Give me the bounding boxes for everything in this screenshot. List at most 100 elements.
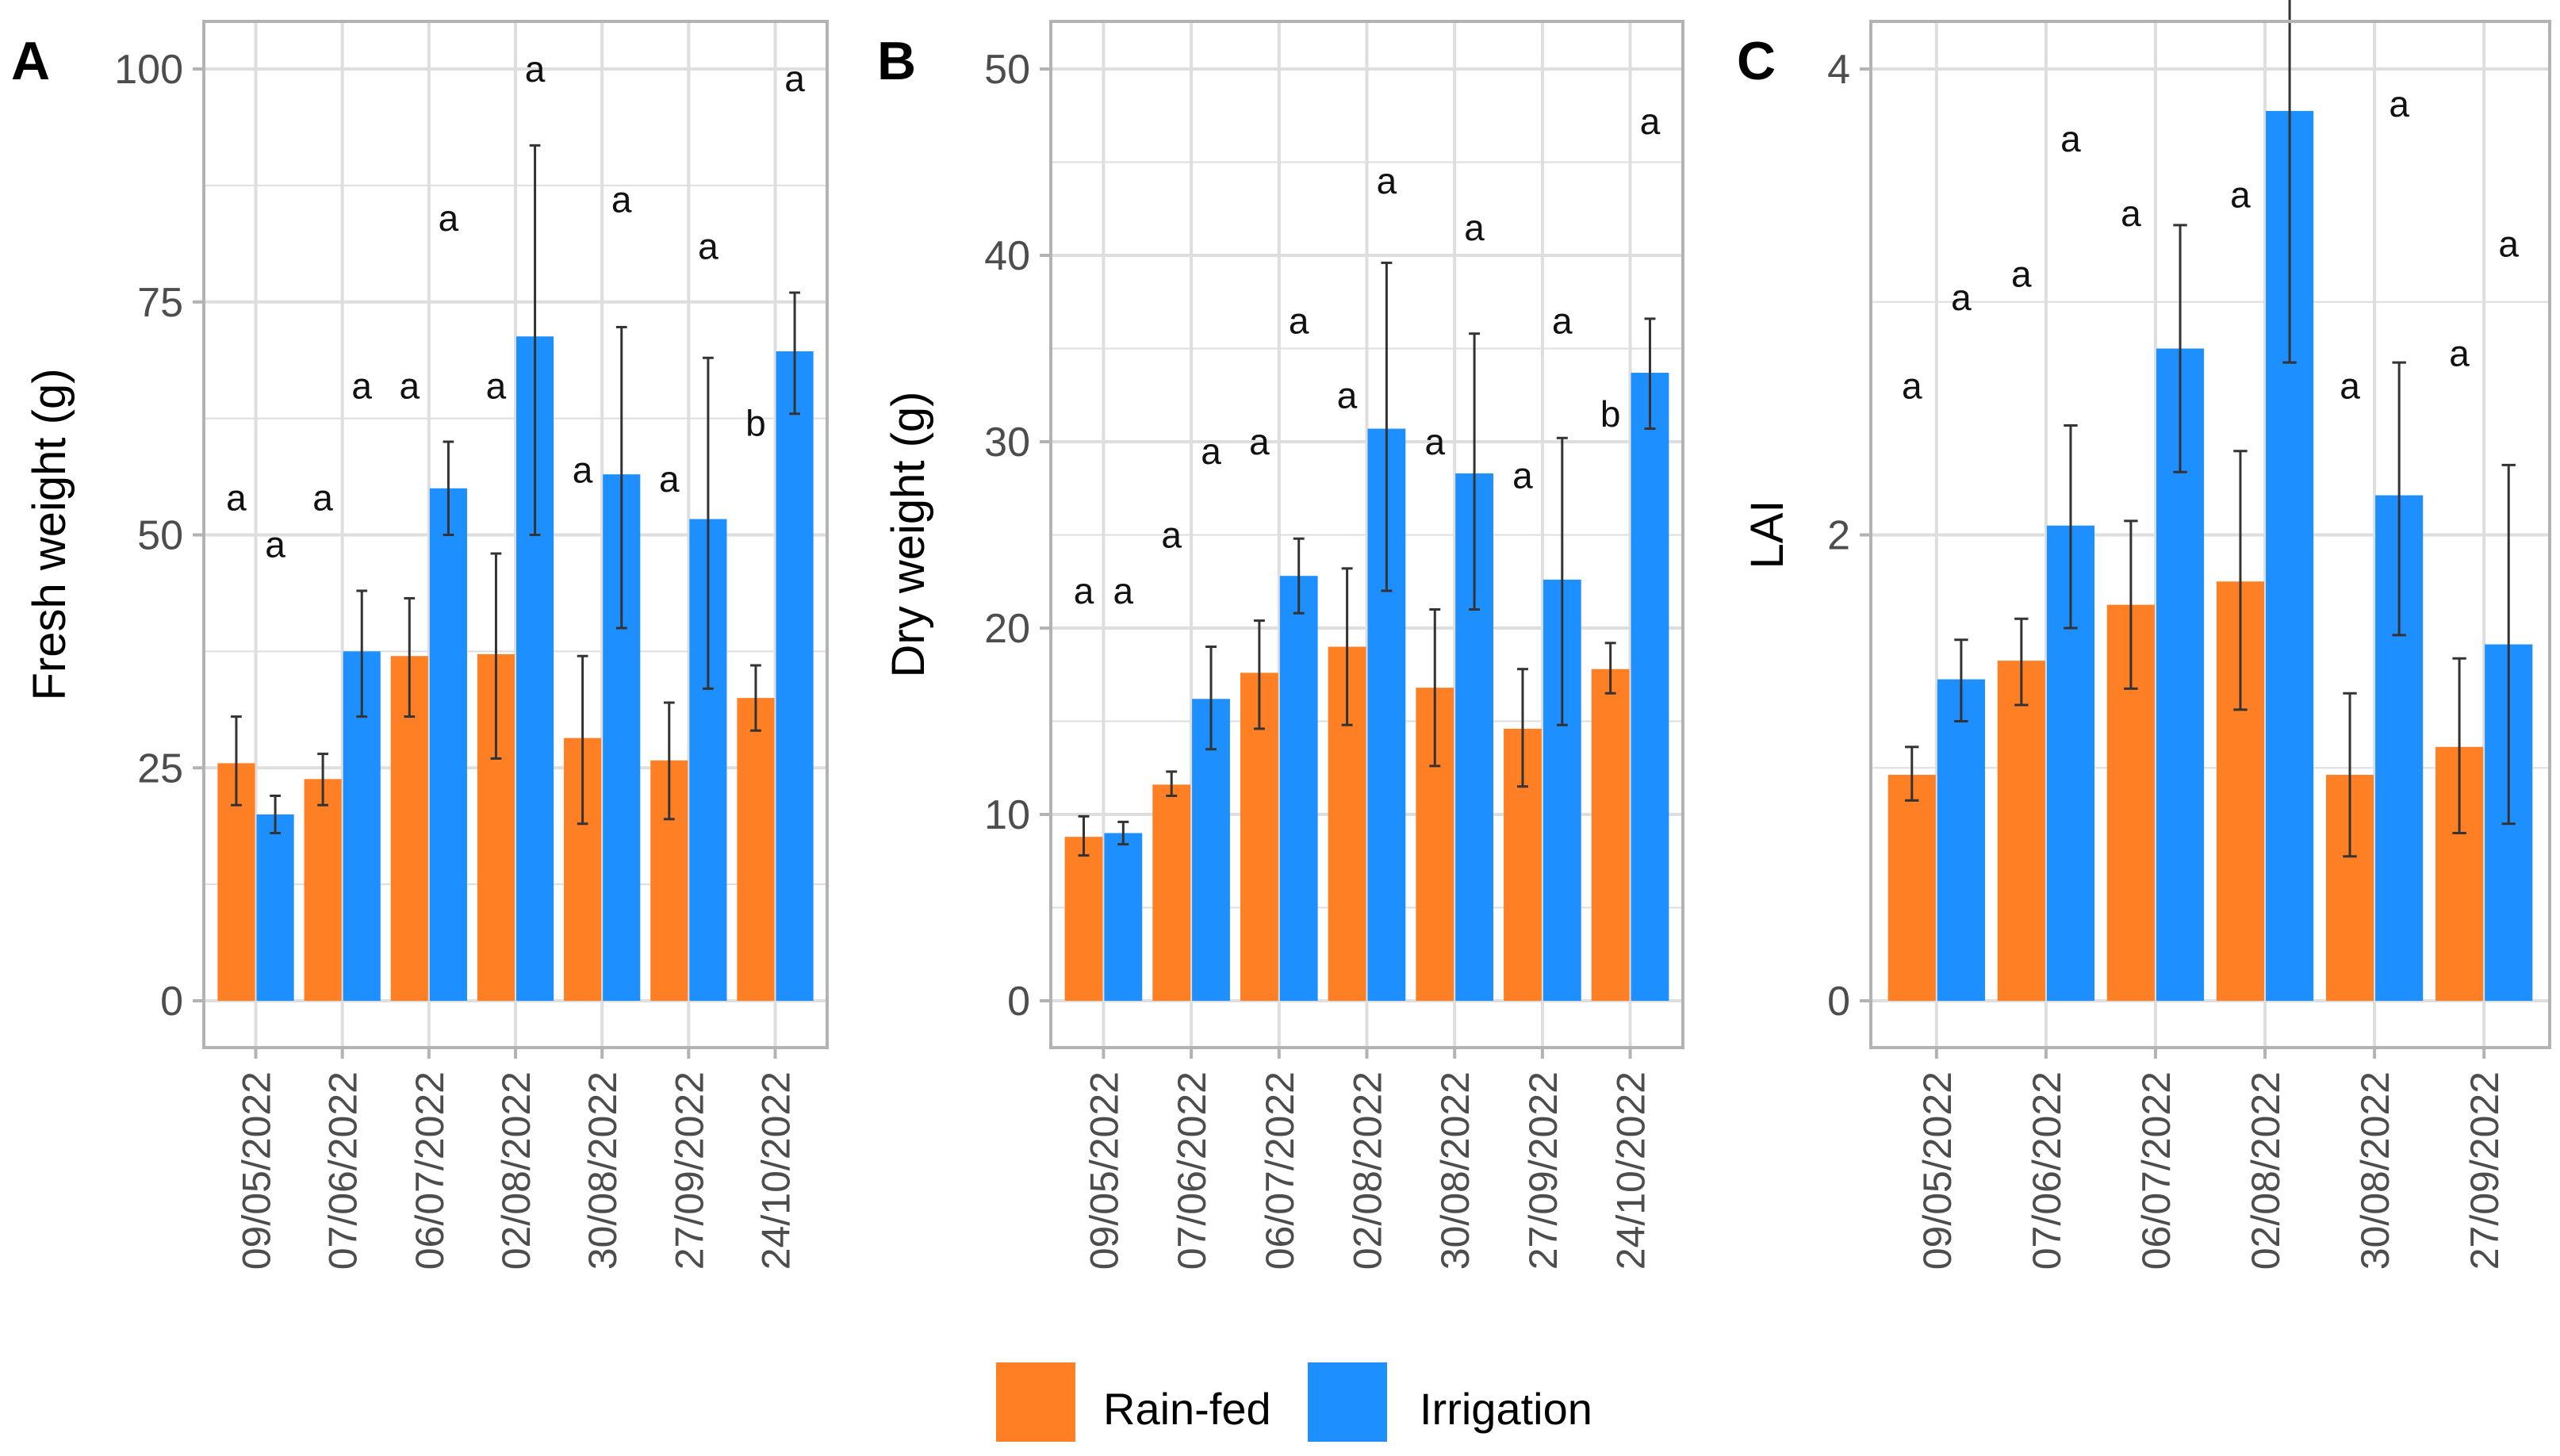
y-tick-label: 25 <box>137 745 183 791</box>
significance-letter: b <box>1600 393 1621 435</box>
significance-letter: b <box>745 403 766 444</box>
y-tick-label: 2 <box>1827 513 1850 559</box>
significance-letter: a <box>1464 207 1485 248</box>
y-tick-label: 100 <box>114 47 183 93</box>
bar-irrigation <box>256 814 294 1001</box>
significance-letter: a <box>1161 515 1182 556</box>
x-tick-label: 06/07/2022 <box>408 1071 452 1270</box>
y-tick-label: 0 <box>160 979 183 1025</box>
significance-letter: a <box>1074 570 1094 611</box>
significance-letter: a <box>1201 431 1221 472</box>
panel-c: Caaaaaaaaaaaa024LAI09/05/202207/06/20220… <box>1737 0 2551 1270</box>
significance-letter: a <box>1337 374 1358 416</box>
y-tick-label: 30 <box>984 420 1030 466</box>
y-axis-label: Fresh weight (g) <box>24 368 75 700</box>
legend-swatch-rainfed <box>996 1362 1075 1442</box>
significance-letter: a <box>525 48 546 90</box>
bar-rainfed <box>1887 775 1936 1001</box>
bar-rainfed <box>304 779 342 1001</box>
significance-letter: a <box>486 366 507 407</box>
significance-letter: a <box>351 366 372 407</box>
bar-irrigation <box>429 488 467 1001</box>
x-tick-label: 30/08/2022 <box>1433 1071 1477 1270</box>
y-tick-label: 0 <box>1827 979 1850 1025</box>
significance-letter: a <box>659 458 680 500</box>
y-tick-label: 10 <box>984 792 1030 838</box>
x-tick-label: 27/09/2022 <box>2462 1071 2507 1270</box>
bar-irrigation <box>1631 373 1669 1001</box>
x-tick-label: 27/09/2022 <box>1521 1071 1566 1270</box>
significance-letter: a <box>312 477 333 519</box>
significance-letter: a <box>2340 366 2360 407</box>
bar-irrigation <box>1937 679 1985 1001</box>
bar-rainfed <box>1064 837 1103 1001</box>
significance-letter: a <box>611 179 632 220</box>
significance-letter: a <box>2230 174 2251 216</box>
panel-letter: A <box>11 31 50 91</box>
significance-letter: a <box>1113 570 1134 611</box>
x-tick-label: 27/09/2022 <box>667 1071 711 1270</box>
legend: Rain-fed Irrigation <box>996 1362 1592 1442</box>
significance-letter: a <box>698 225 719 266</box>
x-tick-label: 02/08/2022 <box>494 1071 538 1270</box>
y-tick-label: 50 <box>137 513 183 559</box>
y-tick-label: 20 <box>984 606 1030 652</box>
x-tick-label: 06/07/2022 <box>2134 1071 2179 1270</box>
significance-letter: a <box>226 477 247 519</box>
y-axis-label: Dry weight (g) <box>883 392 934 678</box>
x-tick-label: 24/10/2022 <box>1609 1071 1654 1270</box>
x-tick-label: 09/05/2022 <box>1082 1071 1126 1270</box>
significance-letter: a <box>1902 366 1922 407</box>
bar-irrigation <box>1104 833 1143 1001</box>
x-tick-label: 02/08/2022 <box>2244 1071 2288 1270</box>
x-tick-label: 07/06/2022 <box>1170 1071 1214 1270</box>
significance-letter: a <box>439 197 459 239</box>
panel-letter: C <box>1737 31 1776 91</box>
y-tick-label: 40 <box>984 233 1030 279</box>
significance-letter: a <box>1640 101 1661 142</box>
x-tick-label: 06/07/2022 <box>1258 1071 1302 1270</box>
significance-letter: a <box>265 523 286 565</box>
significance-letter: a <box>2449 332 2470 374</box>
x-tick-label: 02/08/2022 <box>1346 1071 1390 1270</box>
x-tick-label: 09/05/2022 <box>235 1071 279 1270</box>
significance-letter: a <box>573 449 593 490</box>
significance-letter: a <box>2498 223 2519 264</box>
x-tick-label: 24/10/2022 <box>754 1071 799 1270</box>
legend-swatch-irrigation <box>1308 1362 1387 1442</box>
y-tick-label: 75 <box>137 280 183 326</box>
significance-letter: a <box>1424 421 1445 462</box>
legend-label-rainfed: Rain-fed <box>1103 1384 1271 1434</box>
significance-letter: a <box>1552 300 1573 341</box>
x-tick-label: 09/05/2022 <box>1915 1071 1960 1270</box>
y-axis-label: LAI <box>1742 500 1793 569</box>
significance-letter: a <box>2121 193 2141 234</box>
bar-rainfed <box>1591 669 1630 1001</box>
significance-letter: a <box>1289 300 1309 341</box>
significance-letter: a <box>2389 83 2409 125</box>
x-tick-label: 07/06/2022 <box>321 1071 366 1270</box>
bar-rainfed <box>1152 784 1191 1001</box>
significance-letter: a <box>1951 277 1972 318</box>
x-tick-label: 30/08/2022 <box>581 1071 625 1270</box>
bar-irrigation <box>776 351 814 1001</box>
bar-irrigation <box>1279 576 1318 1001</box>
bar-rainfed <box>737 698 775 1001</box>
y-tick-label: 0 <box>1007 979 1030 1025</box>
bar-rainfed <box>1997 661 2045 1001</box>
significance-letter: a <box>1249 421 1270 462</box>
significance-letter: a <box>1512 454 1533 496</box>
x-tick-label: 30/08/2022 <box>2353 1071 2397 1270</box>
x-tick-label: 07/06/2022 <box>2025 1071 2069 1270</box>
panel-letter: B <box>877 31 916 91</box>
significance-letter: a <box>784 58 805 99</box>
legend-label-irrigation: Irrigation <box>1420 1384 1592 1434</box>
significance-letter: a <box>2060 118 2081 159</box>
significance-letter: a <box>2011 254 2032 295</box>
significance-letter: a <box>399 366 420 407</box>
y-tick-label: 4 <box>1827 47 1850 93</box>
significance-letter: a <box>1377 160 1397 201</box>
